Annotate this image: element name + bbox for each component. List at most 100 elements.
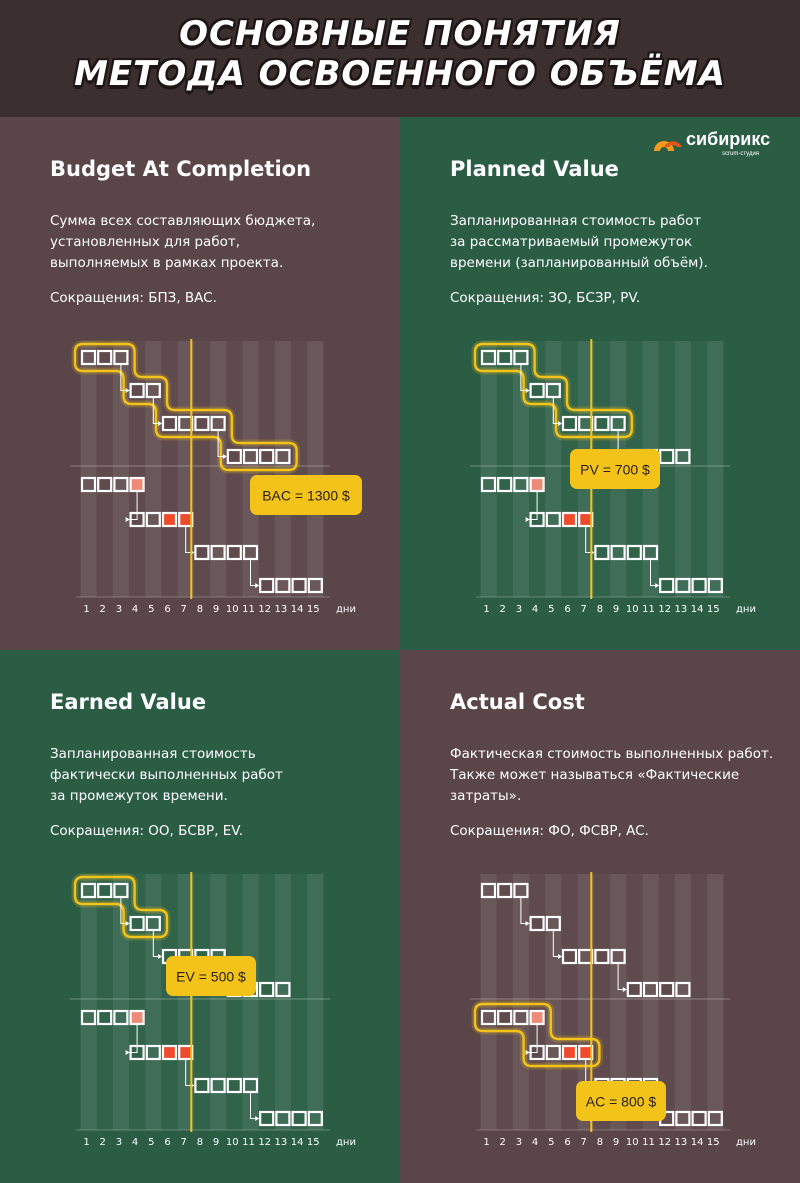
task-cell [291, 1110, 307, 1127]
day-tick-label: 2 [100, 604, 106, 615]
description-line: фактически выполненных работ [50, 767, 283, 783]
panel-description: Запланированная стоимость фактически вып… [50, 744, 370, 807]
day-tick-label: 10 [226, 1137, 239, 1148]
header: ОСНОВНЫЕ ПОНЯТИЯ МЕТОДА ОСВОЕННОГО ОБЪЁМ… [0, 0, 800, 117]
task-cell [675, 1110, 691, 1127]
task-cell [129, 382, 145, 399]
day-column [307, 341, 324, 597]
day-tick-label: 14 [291, 604, 304, 615]
day-tick-label: 7 [181, 1137, 187, 1148]
day-column [642, 874, 659, 1130]
task-cell [529, 382, 545, 399]
panel-title: Earned Value [50, 690, 207, 714]
value-badge-label: PV = 700 $ [580, 462, 650, 478]
task-cell [480, 1009, 497, 1026]
day-tick-label: 4 [532, 604, 538, 615]
day-tick-label: 4 [132, 604, 138, 615]
day-column [691, 874, 707, 1130]
description-line: Также может называться «Фактические [450, 767, 740, 783]
task-cell [513, 476, 529, 493]
day-column [291, 874, 307, 1130]
task-cell [242, 448, 259, 465]
description-line: за промежуток времени. [50, 788, 228, 804]
arrow-head [125, 388, 130, 393]
day-tick-label: 9 [613, 1137, 619, 1148]
task-cell [497, 476, 513, 493]
task-cell [561, 415, 578, 432]
arrow-head [125, 921, 130, 926]
day-tick-label: 10 [226, 604, 239, 615]
task-cell [80, 476, 97, 493]
day-tick-label: 6 [164, 604, 170, 615]
panel-abbreviations: Сокращения: ЗО, БСЗР, PV. [450, 290, 641, 306]
task-cell [210, 544, 226, 561]
arrow-head [525, 388, 530, 393]
arrow-head [525, 517, 530, 522]
task-cell [226, 1077, 242, 1094]
arrow-head [525, 921, 530, 926]
day-column [242, 874, 259, 1130]
task-cell [626, 544, 642, 561]
day-tick-label: 2 [500, 604, 506, 615]
day-column [307, 874, 324, 1130]
dependency-arrow [250, 560, 257, 586]
day-tick-label: 15 [307, 604, 320, 615]
day-tick-label: 12 [658, 604, 671, 615]
task-cell [210, 1077, 226, 1094]
day-column [707, 874, 724, 1130]
day-tick-label: 9 [613, 604, 619, 615]
day-column [674, 874, 692, 1130]
task-cell [691, 1110, 707, 1127]
day-tick-label: 1 [483, 1137, 489, 1148]
dependency-arrow [120, 898, 127, 924]
task-cell [194, 1077, 210, 1094]
value-badge [576, 1081, 666, 1121]
day-column [80, 874, 97, 1130]
day-column [177, 341, 194, 597]
panel-abbreviations: Сокращения: БПЗ, BAC. [50, 290, 217, 306]
axis-unit-label: дни [736, 604, 756, 615]
day-tick-label: 4 [532, 1137, 538, 1148]
task-cell [545, 1044, 561, 1061]
task-cell [178, 511, 194, 528]
day-column [707, 341, 724, 597]
value-badge [250, 475, 362, 515]
task-cell [145, 511, 161, 528]
task-cell [513, 349, 529, 366]
day-tick-label: 8 [197, 604, 203, 615]
day-tick-label: 12 [658, 1137, 671, 1148]
day-tick-label: 6 [164, 1137, 170, 1148]
task-cell [113, 1009, 129, 1026]
task-cell [275, 1110, 291, 1127]
value-badge-label: BAC = 1300 $ [262, 488, 350, 504]
day-column [674, 341, 692, 597]
dependency-arrow [585, 527, 592, 553]
task-cell [545, 511, 561, 528]
value-badge-label: AC = 800 $ [586, 1094, 657, 1110]
axis-unit-label: дни [336, 604, 356, 615]
arrow-head [558, 954, 562, 959]
day-column [512, 874, 530, 1130]
day-column [610, 874, 627, 1130]
day-tick-label: 3 [116, 1137, 122, 1148]
logo: сибирикс scrum-студия [652, 127, 772, 161]
task-cell [210, 415, 226, 432]
title-line-2: МЕТОДА ОСВОЕННОГО ОБЪЁМА [74, 54, 726, 94]
panel-bac: Budget At Completion Сумма всех составля… [0, 117, 400, 650]
task-cell [178, 1044, 194, 1061]
day-tick-label: 10 [626, 604, 639, 615]
description-line: затраты». [450, 788, 522, 804]
task-cell [97, 349, 113, 366]
day-column [480, 341, 497, 597]
value-badge [570, 449, 660, 489]
panel-title: Planned Value [450, 157, 619, 181]
arrow-head [255, 1116, 260, 1121]
dependency-arrow [552, 398, 559, 424]
dependency-arrow [185, 527, 192, 553]
panel-description: Фактическая стоимость выполненных работ.… [450, 744, 773, 807]
arrow-head [558, 421, 562, 426]
task-cell [97, 1009, 113, 1026]
